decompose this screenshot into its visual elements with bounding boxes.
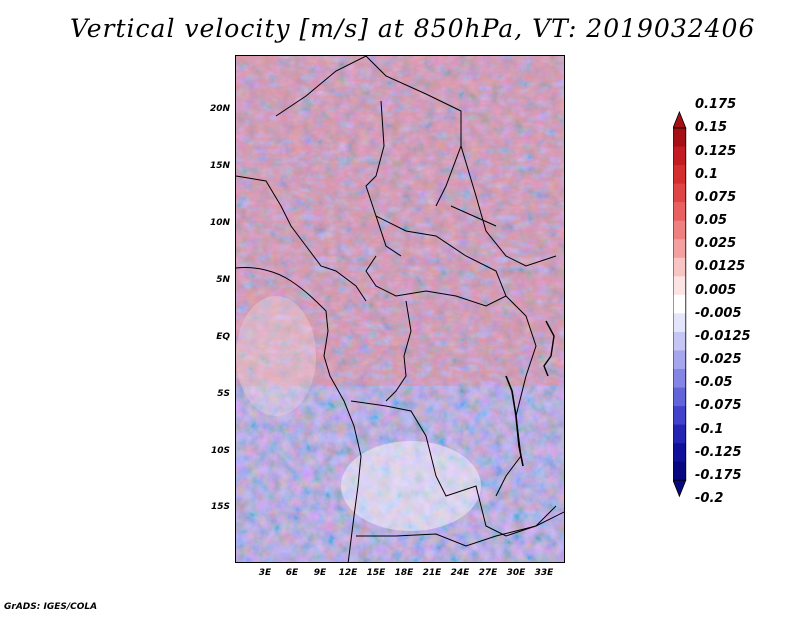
lon-label: 6E xyxy=(285,568,299,578)
lon-label: 21E xyxy=(422,568,442,578)
lon-label: 9E xyxy=(313,568,327,578)
colorbar-segment xyxy=(673,461,686,481)
map-panel xyxy=(235,55,565,563)
border-car xyxy=(365,215,507,307)
lat-label: 15N xyxy=(209,161,230,171)
colorbar-label: 0.0125 xyxy=(695,259,746,275)
colorbar-label: 0.1 xyxy=(695,166,719,182)
colorbar-segment xyxy=(673,183,686,203)
border-south xyxy=(356,511,564,547)
colorbar xyxy=(673,110,687,498)
colorbar-label: 0.025 xyxy=(695,236,737,252)
colorbar-segment xyxy=(673,276,686,296)
colorbar-label: -0.2 xyxy=(695,491,724,507)
colorbar-label: -0.0125 xyxy=(695,328,751,344)
colorbar-label: 0.005 xyxy=(695,282,737,298)
colorbar-segment xyxy=(673,128,686,147)
colorbar-segment xyxy=(673,424,686,444)
lat-label: 5S xyxy=(217,389,230,399)
colorbar-segment xyxy=(673,406,686,426)
lake2 xyxy=(543,320,555,377)
lon-label: 27E xyxy=(478,568,498,578)
lon-label: 30E xyxy=(506,568,526,578)
lat-label: 10S xyxy=(210,446,230,456)
colorbar-top-arrow xyxy=(673,110,687,129)
lon-label: 24E xyxy=(450,568,470,578)
colorbar-label: 0.15 xyxy=(695,120,728,136)
colorbar-label: -0.05 xyxy=(695,375,733,391)
colorbar-segment xyxy=(673,220,686,240)
lat-label: 5N xyxy=(216,275,230,285)
colorbar-label: 0.175 xyxy=(695,97,737,113)
colorbar-segment xyxy=(673,313,686,333)
lake xyxy=(505,375,524,467)
colorbar-segment xyxy=(673,294,686,314)
lon-label: 33E xyxy=(534,568,554,578)
velocity-field xyxy=(236,56,564,562)
colorbar-label: 0.05 xyxy=(695,213,728,229)
lat-label: EQ xyxy=(216,332,230,342)
border-sudan xyxy=(450,145,557,267)
colorbar-segment xyxy=(673,257,686,277)
colorbar-segment xyxy=(673,146,686,166)
colorbar-segment xyxy=(673,443,686,463)
colorbar-segment xyxy=(673,387,686,407)
colorbar-segment xyxy=(673,369,686,388)
border-drc xyxy=(350,400,557,537)
border-mid xyxy=(385,300,412,402)
lat-label: 20N xyxy=(209,104,230,114)
plot-title: Vertical velocity [m/s] at 850hPa, VT: 2… xyxy=(70,14,756,43)
colorbar-segment xyxy=(673,239,686,259)
colorbar-segment xyxy=(673,331,686,351)
colorbar-label: -0.175 xyxy=(695,467,742,483)
colorbar-label: 0.125 xyxy=(695,143,737,159)
lon-label: 12E xyxy=(338,568,358,578)
border-chad xyxy=(365,100,402,257)
colorbar-segment xyxy=(673,165,686,185)
lon-label: 18E xyxy=(394,568,414,578)
grads-credit: GrADS: IGES/COLA xyxy=(4,602,98,612)
colorbar-label: -0.025 xyxy=(695,352,742,368)
lon-label: 15E xyxy=(366,568,386,578)
border-west xyxy=(236,175,367,302)
coastline xyxy=(236,267,362,562)
colorbar-label: -0.1 xyxy=(695,421,724,437)
colorbar-bottom-arrow xyxy=(673,479,687,498)
border-north xyxy=(275,56,462,207)
lat-label: 10N xyxy=(209,218,230,228)
colorbar-label: 0.075 xyxy=(695,189,737,205)
colorbar-segment xyxy=(673,350,686,370)
colorbar-label: -0.075 xyxy=(695,398,742,414)
colorbar-label: -0.125 xyxy=(695,444,742,460)
lat-label: 15S xyxy=(210,502,230,512)
lon-label: 3E xyxy=(258,568,272,578)
colorbar-label: -0.005 xyxy=(695,305,742,321)
border-east xyxy=(495,295,537,497)
colorbar-segment xyxy=(673,202,686,222)
